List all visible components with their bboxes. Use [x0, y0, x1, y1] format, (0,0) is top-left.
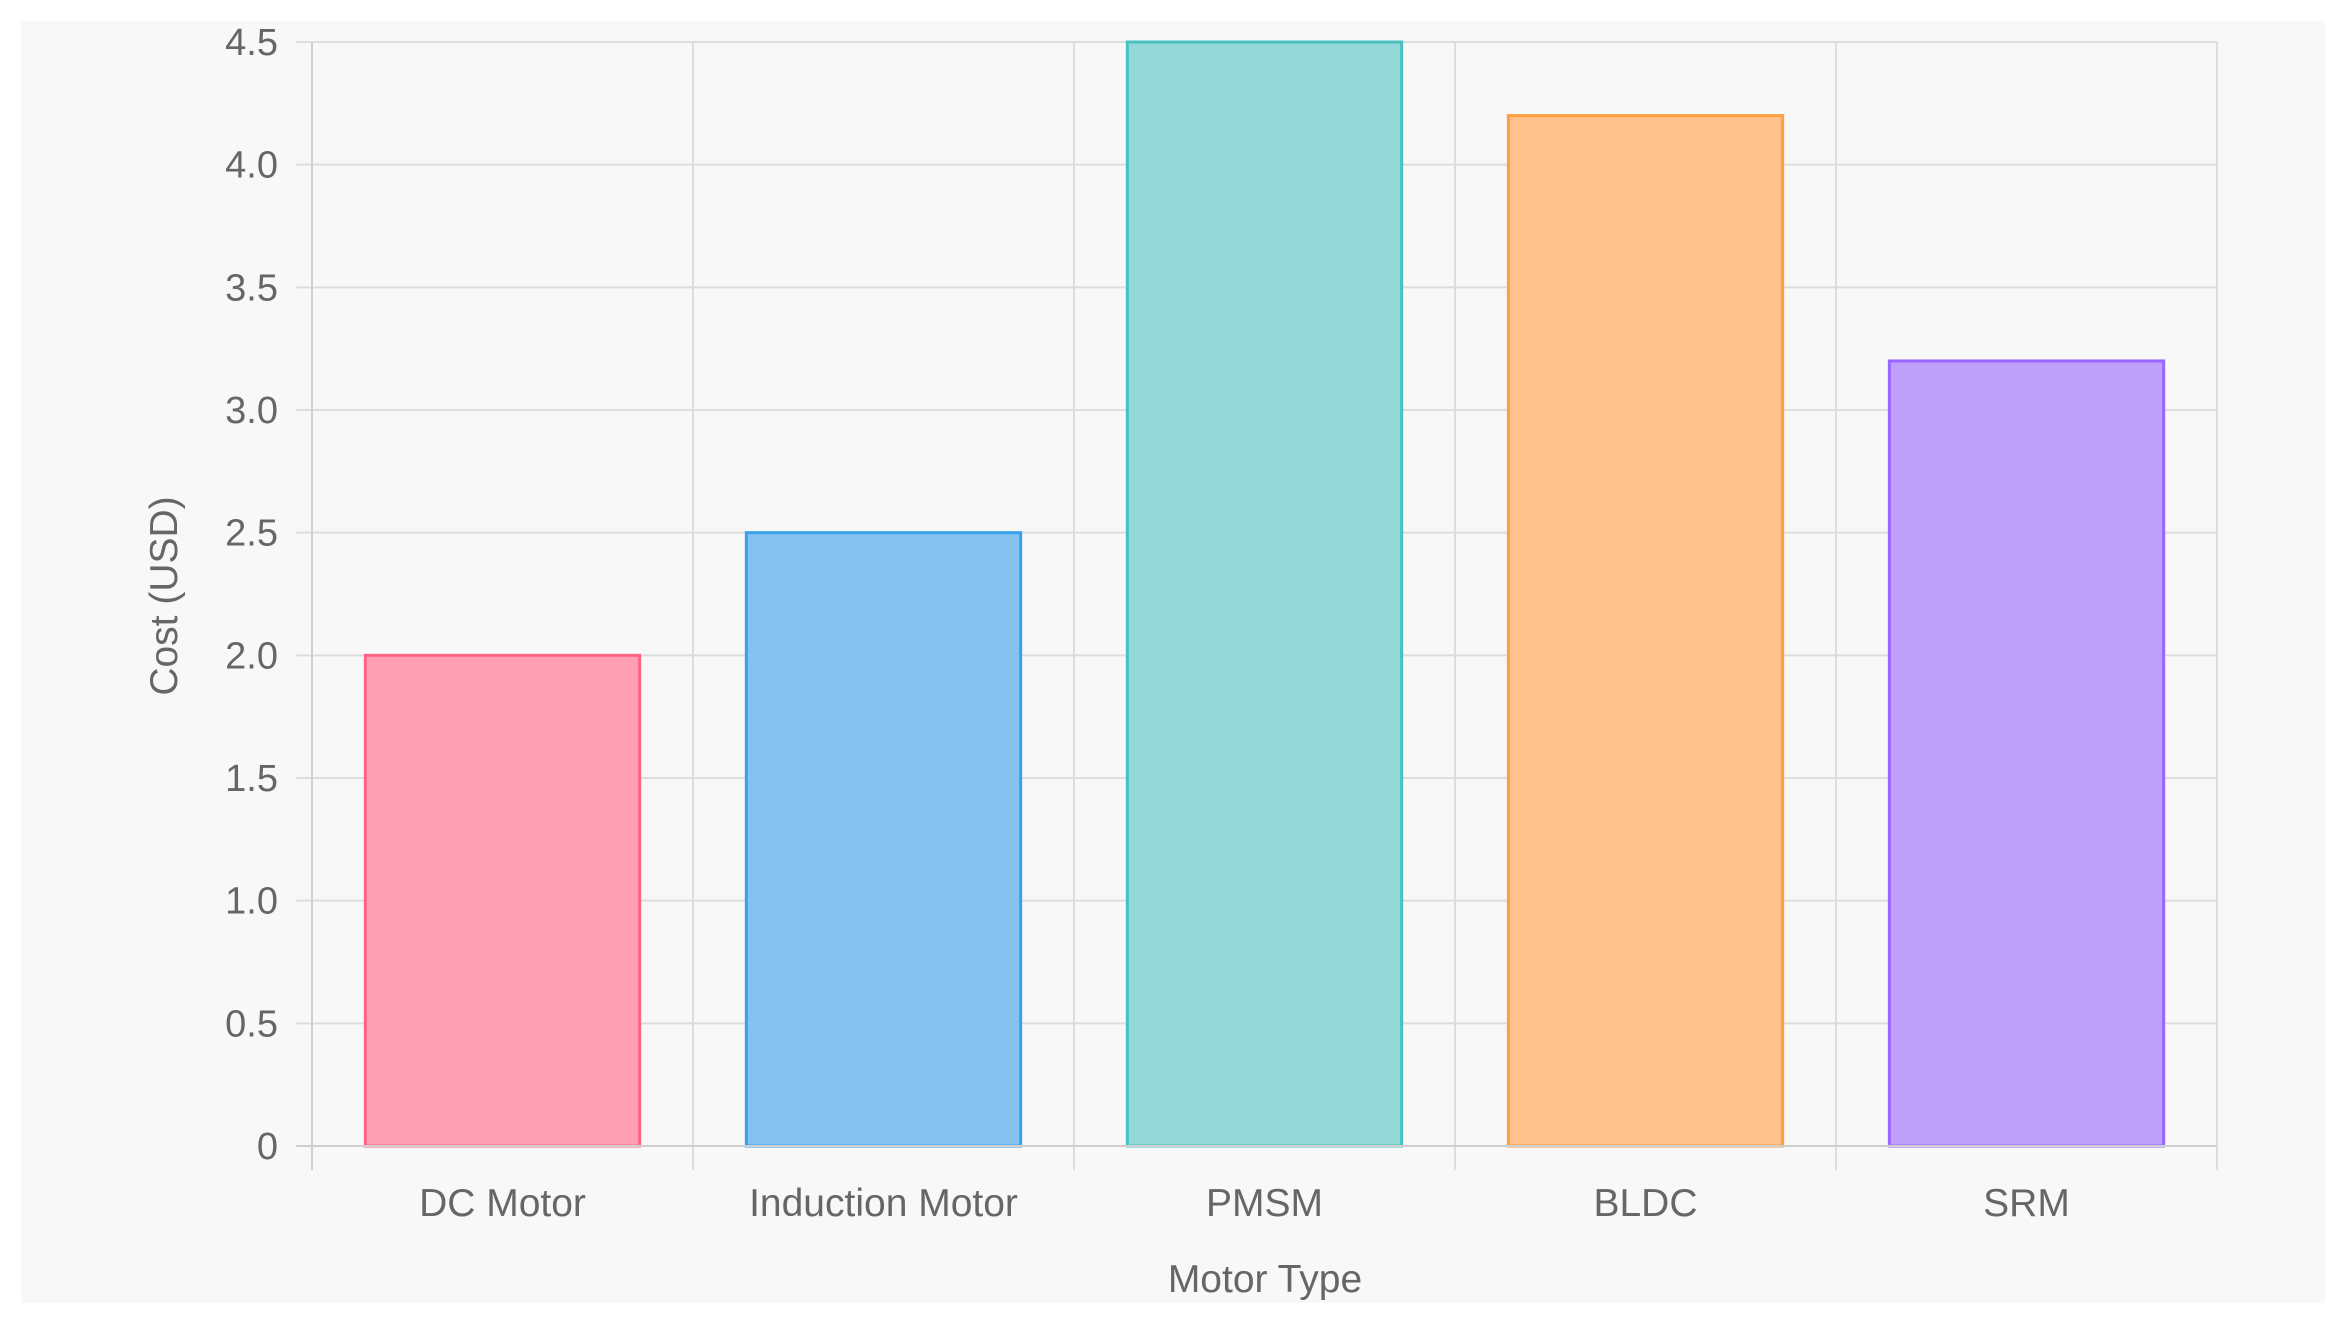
bar-dc-motor: [363, 653, 642, 1148]
y-tick-label: 2.5: [225, 513, 278, 555]
bars: [363, 40, 2166, 1148]
y-axis-title: Cost (USD): [143, 496, 186, 695]
y-tick-label: 4.5: [225, 22, 278, 64]
axes: [296, 42, 2217, 1170]
x-tick-label: PMSM: [1206, 1182, 1323, 1225]
y-tick-label: 3.0: [225, 390, 278, 432]
x-tick-label: Induction Motor: [749, 1182, 1018, 1225]
bar-srm: [1887, 359, 2166, 1148]
y-tick-label: 1.5: [225, 758, 278, 800]
bar-induction-motor: [744, 531, 1023, 1148]
bar-pmsm: [1125, 40, 1404, 1148]
x-tick-label: BLDC: [1593, 1182, 1697, 1225]
y-tick-label: 4.0: [225, 145, 278, 187]
y-tick-label: 3.5: [225, 267, 278, 309]
y-tick-label: 2.0: [225, 635, 278, 677]
x-axis-title: Motor Type: [1168, 1258, 1362, 1301]
bar-bldc: [1506, 114, 1785, 1148]
x-tick-label: SRM: [1983, 1182, 2070, 1225]
x-tick-label: DC Motor: [419, 1182, 586, 1225]
y-tick-label: 1.0: [225, 881, 278, 923]
y-tick-label: 0.5: [225, 1003, 278, 1045]
y-tick-label: 0: [257, 1126, 278, 1168]
axis-labels: 0 0.5 1.0 1.5 2.0 2.5 3.0 3.5 4.0 4.5 DC Motor Indu…: [225, 22, 2070, 1225]
